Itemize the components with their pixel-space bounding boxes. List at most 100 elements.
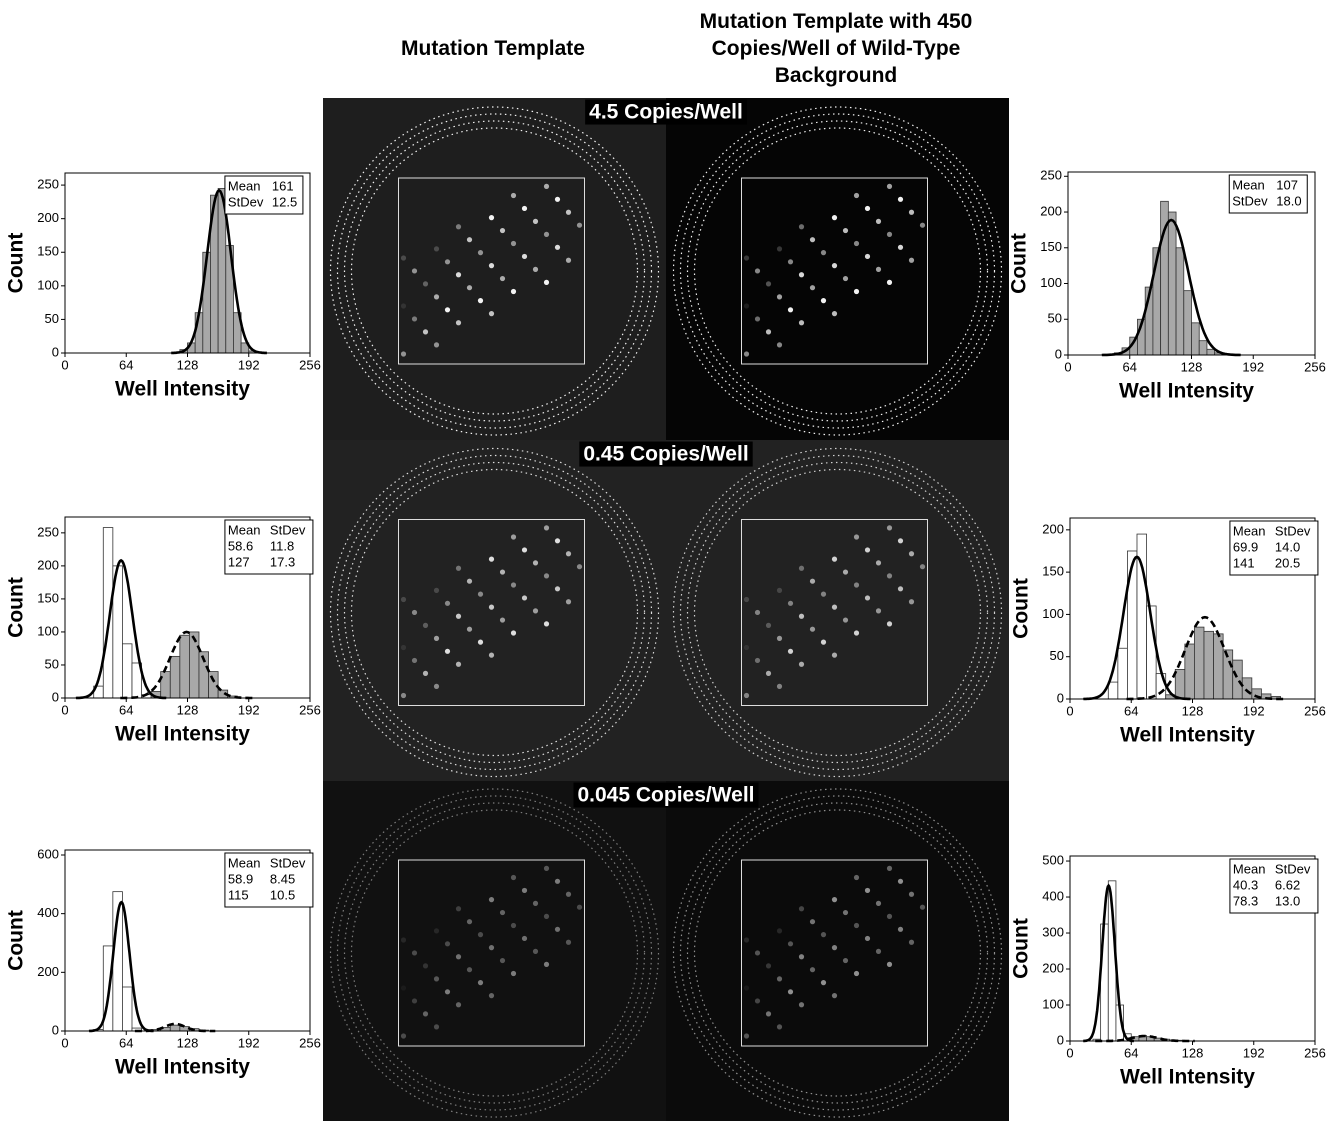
x-tick-label: 256 xyxy=(299,1035,321,1050)
row-label-bg xyxy=(579,441,753,467)
histogram-bar xyxy=(1184,643,1195,700)
well-spot xyxy=(466,626,473,632)
histogram-bar xyxy=(169,1024,181,1032)
well-ring xyxy=(672,447,1003,778)
stats-header: StDev xyxy=(1275,861,1311,876)
well-spot xyxy=(499,275,506,282)
well-spot xyxy=(820,980,827,986)
fit-curve xyxy=(120,630,253,700)
well-spot xyxy=(510,534,517,540)
stats-value: 141 xyxy=(1233,555,1255,570)
fit-curve xyxy=(171,188,267,355)
well-spot xyxy=(864,205,871,212)
well-spot xyxy=(433,246,440,252)
stats-value: 161 xyxy=(272,178,294,193)
well-spot xyxy=(820,250,827,256)
well-ring xyxy=(343,461,646,764)
x-tick-label: 128 xyxy=(1182,703,1204,718)
y-tick-label: 200 xyxy=(37,557,59,572)
x-tick-label: 192 xyxy=(238,702,260,717)
zoom-box xyxy=(398,519,585,706)
well-ring xyxy=(329,106,660,436)
x-tick-label: 64 xyxy=(1124,1045,1138,1060)
well-spot xyxy=(400,937,407,943)
stats-value: 115 xyxy=(228,887,249,902)
x-axis-label: Well Intensity xyxy=(115,378,250,401)
y-tick-label: 0 xyxy=(52,344,59,359)
fit-curve xyxy=(1083,883,1134,1043)
well-ring xyxy=(350,468,639,757)
x-tick-label: 256 xyxy=(299,702,321,717)
x-tick-label: 192 xyxy=(1243,1045,1265,1060)
stats-header: StDev xyxy=(1275,523,1311,538)
x-tick-label: 64 xyxy=(1123,359,1137,374)
fit-curve xyxy=(1083,555,1191,701)
well-spot xyxy=(521,595,528,601)
y-tick-label: 500 xyxy=(1042,852,1064,867)
x-tick-label: 128 xyxy=(177,1035,199,1050)
y-tick-label: 200 xyxy=(37,210,59,225)
histogram-bar xyxy=(1167,211,1177,356)
x-tick-label: 128 xyxy=(1181,359,1203,374)
well-spot xyxy=(543,231,550,237)
well-spot xyxy=(853,582,860,588)
column-header: Mutation Template with 450 Copies/Well o… xyxy=(699,10,973,87)
well-spot xyxy=(576,904,583,910)
y-tick-label: 200 xyxy=(1042,960,1064,975)
well-spot xyxy=(886,525,893,531)
well-spot xyxy=(776,246,783,252)
stats-box xyxy=(1229,858,1319,914)
well-spot xyxy=(455,320,462,326)
well-spot xyxy=(809,237,816,243)
zoom-box xyxy=(398,859,585,1047)
well-spot xyxy=(554,538,561,544)
stats-value: 20.5 xyxy=(1275,555,1300,570)
well-spot xyxy=(798,661,805,667)
well-spot xyxy=(455,906,462,912)
well-spot xyxy=(422,963,429,969)
x-tick-label: 256 xyxy=(299,357,321,372)
well-spot xyxy=(576,564,583,570)
well-spot xyxy=(908,891,915,897)
well-dots xyxy=(400,865,583,1039)
y-tick-label: 400 xyxy=(1042,888,1064,903)
well-spot xyxy=(864,935,871,942)
well-spot xyxy=(798,320,805,326)
x-tick-label: 64 xyxy=(119,1035,133,1050)
well-ring xyxy=(350,127,639,415)
well-spot xyxy=(919,222,926,228)
x-axis-label: Well Intensity xyxy=(115,1056,250,1079)
well-spot xyxy=(444,648,451,654)
y-tick-label: 100 xyxy=(37,623,59,638)
fit-curve xyxy=(75,558,167,700)
well-spot xyxy=(554,926,561,932)
well-spot xyxy=(488,556,495,562)
stats-value: 14.0 xyxy=(1275,539,1300,554)
well-spot xyxy=(433,635,440,641)
y-tick-label: 150 xyxy=(1040,239,1062,254)
well-spot xyxy=(908,551,915,557)
histogram-bar xyxy=(179,634,190,699)
well-spot xyxy=(411,268,418,274)
well-spot xyxy=(853,874,860,881)
well-spot xyxy=(477,250,484,256)
well-spot xyxy=(776,928,783,934)
x-axis-label: Well Intensity xyxy=(1120,724,1255,747)
well-spot xyxy=(400,351,407,357)
well-spot xyxy=(466,578,473,584)
well-spot xyxy=(743,303,750,309)
well-spot xyxy=(455,565,462,571)
column-header: Mutation Template xyxy=(401,37,585,60)
y-tick-label: 0 xyxy=(1057,1032,1064,1047)
well-spot xyxy=(400,644,407,651)
well-spot xyxy=(565,551,572,557)
histogram-bar xyxy=(1191,322,1200,356)
x-axis-label: Well Intensity xyxy=(1120,1066,1255,1089)
well-spot xyxy=(743,644,750,651)
well-ring xyxy=(686,802,989,1104)
well-spot xyxy=(875,900,882,907)
stats-label: Mean xyxy=(228,178,261,193)
well-spot xyxy=(510,192,517,199)
stats-header: Mean xyxy=(1233,861,1266,876)
well-spot xyxy=(543,573,550,579)
